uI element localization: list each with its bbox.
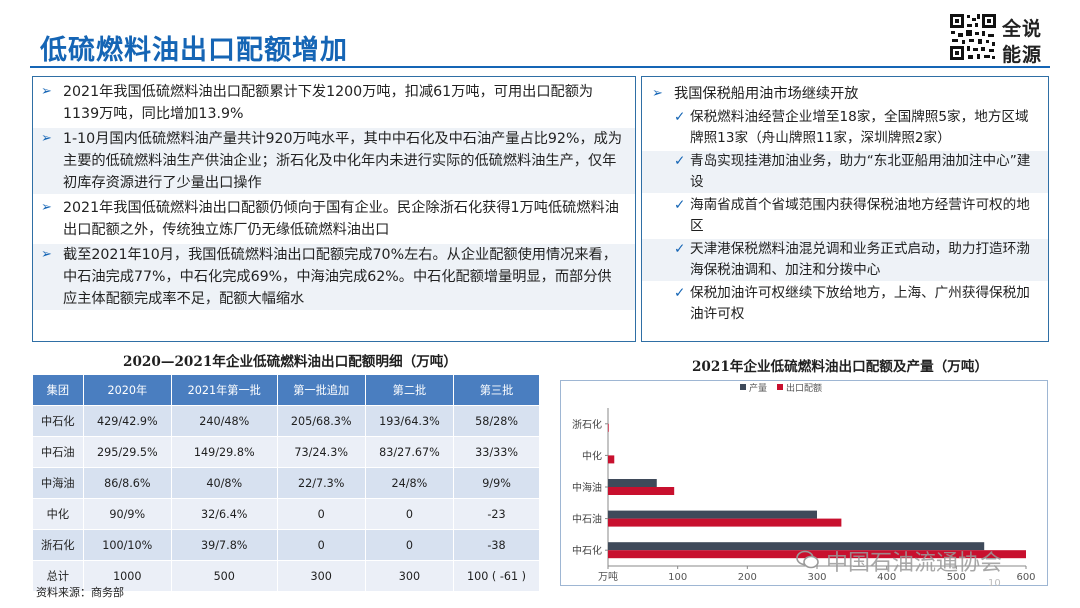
logo-text-line2: 能源: [1002, 44, 1043, 66]
bar-production: [608, 542, 985, 551]
check-item: 天津港保税燃料油混兑调和业务正式启动，助力打造环渤海保税油调和、加注和分拨中心: [642, 239, 1048, 281]
y-tick-label: 中石油: [572, 513, 602, 526]
table-row: 中石油 295/29.5% 149/29.8% 73/24.3% 83/27.67% 33…: [32, 436, 540, 468]
bullet-item: 2021年我国低硫燃料油出口配额仍倾向于国有企业。民企除浙石化获得1万吨低硫燃料…: [33, 197, 635, 241]
check-item: 青岛实现挂港加油业务，助力“东北亚船用油加注中心”建设: [642, 151, 1048, 193]
table-cell: 33/33%: [453, 436, 540, 468]
check-item: 保税加油许可权继续下放给地方，上海、广州获得保税加油许可权: [642, 283, 1048, 325]
table-cell: 100/10%: [82, 529, 172, 561]
column-header: 第三批: [453, 374, 540, 406]
y-tick-label: 中海油: [572, 481, 602, 494]
y-tick-label: 中石化: [572, 544, 602, 557]
table-cell: 0: [276, 498, 366, 530]
table-cell: 90/9%: [82, 498, 172, 530]
table-cell: 300: [276, 560, 366, 592]
x-tick-label: 500: [947, 572, 966, 583]
brand-logo: 全说 能源: [948, 12, 1048, 68]
title-divider: [30, 66, 1050, 68]
table-cell: 240/48%: [170, 405, 278, 437]
bullet-item: 2021年我国低硫燃料油出口配额累计下发1200万吨，扣减61万吨，可用出口配额…: [33, 81, 635, 125]
table-header-row: 集团 2020年 2021年第一批 第一批追加 第二批 第三批: [32, 374, 540, 406]
table-cell: 24/8%: [364, 467, 455, 499]
x-tick-label: 600: [1016, 572, 1035, 583]
table-cell: 295/29.5%: [82, 436, 172, 468]
column-header: 2021年第一批: [170, 374, 278, 406]
left-bullet-box: 2021年我国低硫燃料油出口配额累计下发1200万吨，扣减61万吨，可用出口配额…: [32, 76, 636, 342]
right-bullet-box: 我国保税船用油市场继续开放 保税燃料油经营企业增至18家，全国牌照5家，地方区域…: [641, 76, 1049, 342]
table-cell: 86/8.6%: [82, 467, 172, 499]
table-cell: 中化: [32, 498, 84, 530]
table-cell: 中海油: [32, 467, 84, 499]
legend-label: 出口配额: [786, 382, 822, 394]
bar-export-quota: [608, 455, 615, 464]
table-cell: 32/6.4%: [170, 498, 278, 530]
x-tick-label: 300: [807, 572, 826, 583]
page-title: 低硫燃料油出口配额增加: [40, 35, 348, 66]
wechat-icon: [796, 550, 819, 569]
table-cell: 9/9%: [453, 467, 540, 499]
column-header: 第一批追加: [276, 374, 366, 406]
bar-export-quota: [608, 550, 1026, 559]
table-cell: 0: [364, 498, 455, 530]
table-cell: 205/68.3%: [276, 405, 366, 437]
table-cell: 500: [170, 560, 278, 592]
y-tick-label: 浙石化: [572, 418, 602, 431]
chart-frame: [560, 380, 1048, 586]
y-tick-label: 中化: [582, 449, 602, 462]
table-row: 中海油 86/8.6% 40/8% 22/7.3% 24/8% 9/9%: [32, 467, 540, 499]
table-cell: 429/42.9%: [82, 405, 172, 437]
column-header: 第二批: [364, 374, 455, 406]
x-tick-label: 万吨: [598, 570, 618, 583]
table-cell: 22/7.3%: [276, 467, 366, 499]
table-cell: 83/27.67%: [364, 436, 455, 468]
table-cell: 中石化: [32, 405, 84, 437]
bar-production: [608, 510, 817, 519]
table-total-row: 总计 1000 500 300 300 100 ( -61 ): [32, 560, 540, 592]
chart-title: 2021年企业低硫燃料油出口配额及产量（万吨）: [691, 359, 989, 375]
table-cell: 0: [276, 529, 366, 561]
bar-production: [608, 479, 657, 487]
table-cell: 193/64.3%: [364, 405, 455, 437]
legend-swatch: [740, 384, 746, 390]
table-cell: 1000: [82, 560, 172, 592]
table-title: 2020—2021年企业低硫燃料油出口配额明细（万吨）: [123, 354, 457, 370]
table-cell: 73/24.3%: [276, 436, 366, 468]
quota-table: 集团 2020年 2021年第一批 第一批追加 第二批 第三批 中石化 429/4…: [32, 374, 540, 592]
check-item: 海南省成首个省域范围内获得保税油地方经营许可权的地区: [642, 195, 1048, 237]
table-cell: 149/29.8%: [170, 436, 278, 468]
bullet-item: 截至2021年10月，我国低硫燃料油出口配额完成70%左右。从企业配额使用情况来…: [33, 244, 635, 310]
bar-export-quota: [608, 518, 842, 527]
column-header: 2020年: [82, 374, 172, 406]
x-tick-label: 400: [877, 572, 896, 583]
bar-export-quota: [608, 487, 675, 495]
table-row: 中化 90/9% 32/6.4% 0 0 -23: [32, 498, 540, 530]
table-cell: 0: [364, 529, 455, 561]
source-note: 资料来源：商务部: [36, 586, 124, 599]
table-row: 浙石化 100/10% 39/7.8% 0 0 -38: [32, 529, 540, 561]
table-cell: 100 ( -61 ): [453, 560, 540, 592]
table-cell: 浙石化: [32, 529, 84, 561]
table-cell: -38: [453, 529, 540, 561]
table-cell: 300: [364, 560, 455, 592]
bullet-item: 1-10月国内低硫燃料油产量共计920万吨水平，其中中石化及中石油产量占比92%…: [33, 128, 635, 194]
logo-text-line1: 全说: [1002, 18, 1043, 40]
watermark-text: 中国石油流通协会: [826, 551, 1003, 576]
legend-label: 产量: [749, 382, 767, 394]
check-item: 保税燃料油经营企业增至18家，全国牌照5家，地方区域牌照13家（舟山牌照11家，…: [642, 107, 1048, 149]
page-number: 10: [988, 578, 1001, 589]
right-panel-heading: 我国保税船用油市场继续开放: [642, 83, 1048, 105]
table-row: 中石化 429/42.9% 240/48% 205/68.3% 193/64.3% 58/…: [32, 405, 540, 437]
column-header: 集团: [32, 374, 84, 406]
bar-export-quota: [608, 423, 609, 432]
table-cell: 39/7.8%: [170, 529, 278, 561]
x-tick-label: 100: [668, 572, 687, 583]
qr-code-icon: [948, 12, 998, 62]
x-tick-label: 200: [738, 572, 757, 583]
table-cell: 58/28%: [453, 405, 540, 437]
table-cell: 中石油: [32, 436, 84, 468]
table-cell: -23: [453, 498, 540, 530]
table-cell: 40/8%: [170, 467, 278, 499]
legend-swatch: [777, 384, 783, 390]
